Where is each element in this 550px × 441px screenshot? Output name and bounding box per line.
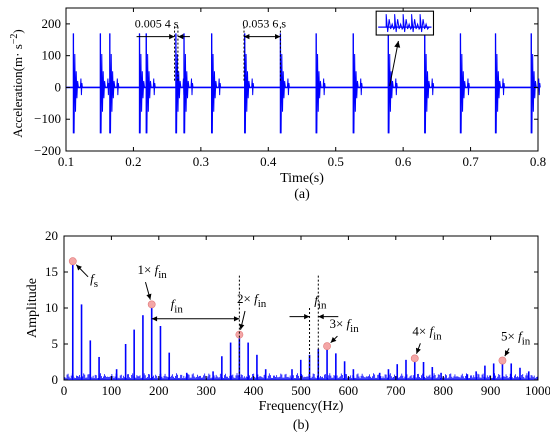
harmonic-label-0: fs: [90, 271, 98, 290]
inset-impulse-0: [385, 14, 396, 33]
spacing-head-in-left-1: [304, 314, 310, 320]
y-axis-label-a: Acceleration(m· s−2): [9, 29, 25, 137]
inset-impulse-1: [394, 14, 405, 33]
y-tick-label-b: 0: [52, 372, 59, 387]
harmonic-label-1: 1× fin: [137, 262, 167, 281]
y-tick-label-b: 10: [45, 300, 58, 315]
x-tick-label-a: 0.8: [530, 154, 546, 169]
harmonic-marker-2: [235, 330, 244, 339]
x-tick-label-b: 0: [61, 383, 68, 398]
x-tick-label-b: 500: [291, 383, 311, 398]
panel-b-frame: [63, 235, 539, 381]
harmonic-arrow-head-5: [504, 350, 510, 357]
x-tick-label-b: 100: [102, 383, 122, 398]
harmonic-arrow-head-3: [330, 337, 337, 343]
x-tick-label-a: 0.3: [193, 154, 209, 169]
harmonic-label-5: 5× fin: [501, 328, 531, 347]
harmonic-label-4: 4× fin: [412, 323, 442, 342]
x-tick-label-b: 200: [149, 383, 169, 398]
y-tick-label-a: −100: [34, 111, 61, 126]
y-tick-label-a: −200: [34, 143, 61, 158]
panel-a-time-signal: 0.1 0.2 0.3 0.4 0.5 0.6 0.7 0.8 −200 −100 0 100 200 T…: [9, 7, 546, 202]
annotation-a-label-0: 0.005 4 s: [135, 17, 179, 31]
harmonic-label-2: 2× fin: [237, 291, 267, 310]
panel-label-a: (a): [294, 187, 310, 202]
harmonic-arrow-head-2: [239, 323, 245, 330]
harmonic-arrow-head-4: [415, 347, 421, 354]
panel-b-spectrum: 0 100 200 300 400 500 600 700 800 900 1000 0 5 10 15 20…: [25, 228, 550, 433]
x-tick-label-b: 1000: [525, 383, 550, 398]
inset-pointer-arrow: [389, 40, 399, 86]
spacing-head-left-0: [151, 316, 158, 322]
annotation-a-label-1: 0.053 6 s: [242, 17, 286, 31]
y-tick-label-b: 20: [45, 228, 58, 243]
inset-pointer-head: [394, 41, 401, 48]
x-tick-label-b: 700: [386, 383, 406, 398]
harmonic-marker-3: [323, 342, 331, 351]
harmonic-label-3: 3× fin: [329, 316, 359, 335]
annotation-a-head-in-left-0: [169, 33, 175, 40]
x-tick-label-a: 0.6: [395, 154, 412, 169]
harmonic-marker-5: [498, 356, 507, 365]
harmonic-marker-1: [147, 300, 156, 309]
x-tick-label-a: 0.5: [328, 154, 344, 169]
x-tick-label-b: 300: [196, 383, 216, 398]
inset-impulse-2: [402, 14, 413, 33]
y-tick-label-b: 15: [45, 264, 58, 279]
y-tick-label-b: 5: [52, 336, 59, 351]
harmonic-marker-0: [68, 257, 77, 266]
x-tick-label-b: 600: [339, 383, 359, 398]
annotation-a-head-in-right-0: [177, 33, 184, 40]
x-tick-label-a: 0.7: [462, 154, 479, 169]
spacing-label-1: fin: [314, 292, 327, 311]
panel-a-frame: [65, 7, 539, 152]
inset-impulse-4: [419, 14, 430, 33]
x-axis-label-a: Time(s): [280, 171, 324, 186]
y-axis-label-b: Amplitude: [25, 278, 40, 338]
x-tick-label-a: 0.4: [260, 154, 277, 169]
spacing-head-right-0: [233, 316, 240, 322]
y-tick-label-a: 100: [42, 48, 62, 63]
y-tick-label-a: 0: [55, 79, 62, 94]
y-tick-label-a: 200: [42, 16, 62, 31]
x-axis-label-b: Frequency(Hz): [259, 399, 344, 414]
annotation-a-head-right-1: [275, 33, 281, 40]
x-tick-label-a: 0.1: [58, 154, 74, 169]
harmonic-marker-4: [410, 354, 419, 363]
x-tick-label-b: 900: [481, 383, 501, 398]
x-tick-label-a: 0.2: [125, 154, 141, 169]
x-tick-label-b: 800: [433, 383, 453, 398]
harmonic-arrow-head-1: [146, 293, 152, 300]
panel-label-b: (b): [293, 418, 310, 433]
inset-impulse-3: [411, 14, 422, 33]
spacing-head-in-right-1: [318, 314, 324, 320]
harmonic-arrow-head-0: [76, 264, 82, 271]
x-tick-label-b: 400: [244, 383, 264, 398]
spacing-label-0: fin: [171, 297, 184, 316]
annotation-a-head-left-1: [244, 33, 250, 40]
